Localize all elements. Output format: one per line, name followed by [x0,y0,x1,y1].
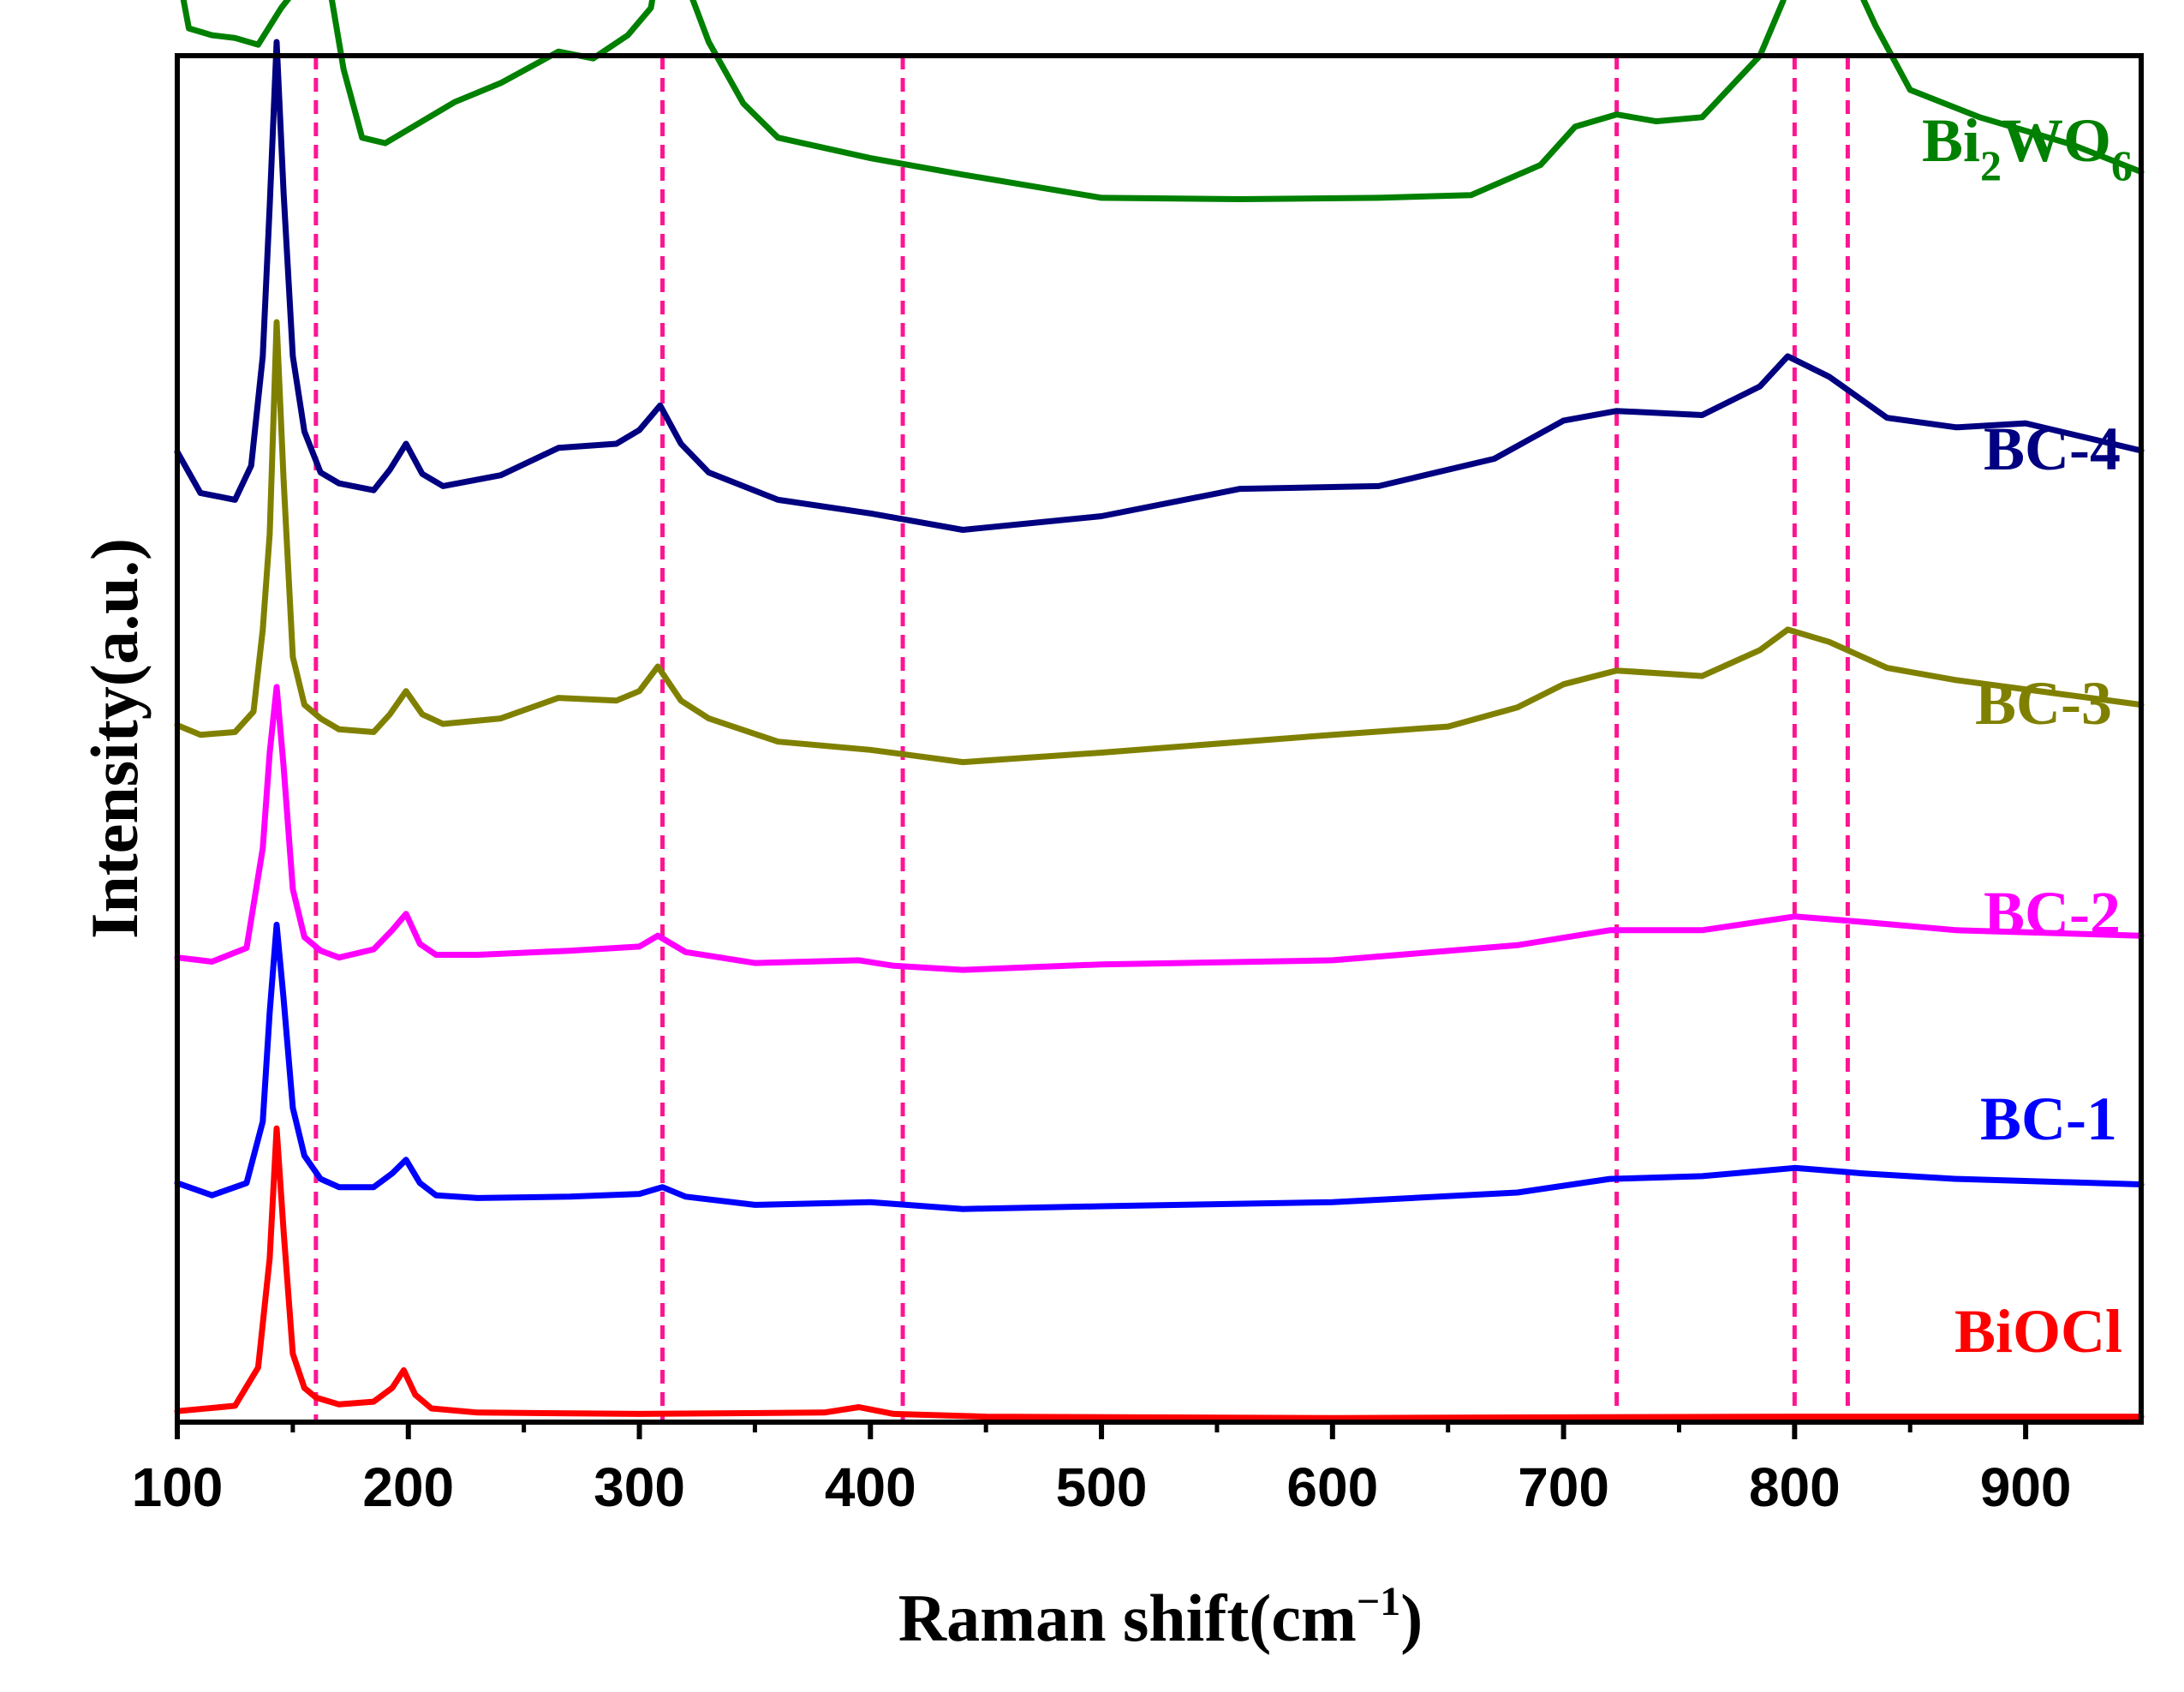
series-label-bc-1: BC-1 [1980,1085,2117,1153]
series-label-bc-4: BC-4 [1984,415,2121,483]
x-tick-label: 600 [1286,1456,1378,1518]
series-layer [174,0,2145,1421]
x-tick-label: 200 [362,1456,454,1518]
plot-frame [175,53,2144,1425]
x-tick-label: 300 [594,1456,685,1518]
x-axis-title: Raman shift(cm−1) [898,1579,1423,1655]
series-label-bi2wo6: Bi2WO6 [1922,106,2133,189]
series-line-biocl [174,1125,2145,1421]
x-tick-label: 900 [1980,1456,2072,1518]
series-label-bc-2: BC-2 [1984,879,2121,948]
reference-lines [313,56,1850,1422]
series-labels: BiOCl BC-1 BC-2 BC-3 BC-4 Bi2WO6 [1922,106,2133,1366]
series-line-bc-2 [174,684,2145,973]
x-tick-label: 100 [132,1456,224,1518]
x-axis-tick-labels: 100 200 300 400 500 600 700 800 900 [132,1456,2072,1518]
x-tick-label: 800 [1749,1456,1841,1518]
x-tick-label: 500 [1056,1456,1148,1518]
series-line-bc-1 [174,921,2145,1212]
x-tick-label: 400 [825,1456,916,1518]
series-line-bc-4 [174,39,2145,533]
series-line-bi2wo6 [180,0,2145,202]
x-axis-ticks [175,1422,2029,1439]
y-axis-title: Intensity(a.u.) [77,538,152,939]
series-label-biocl: BiOCl [1954,1297,2122,1366]
series-line-bc-3 [174,319,2145,766]
x-tick-label: 700 [1518,1456,1609,1518]
series-label-bc-3: BC-3 [1975,669,2112,738]
